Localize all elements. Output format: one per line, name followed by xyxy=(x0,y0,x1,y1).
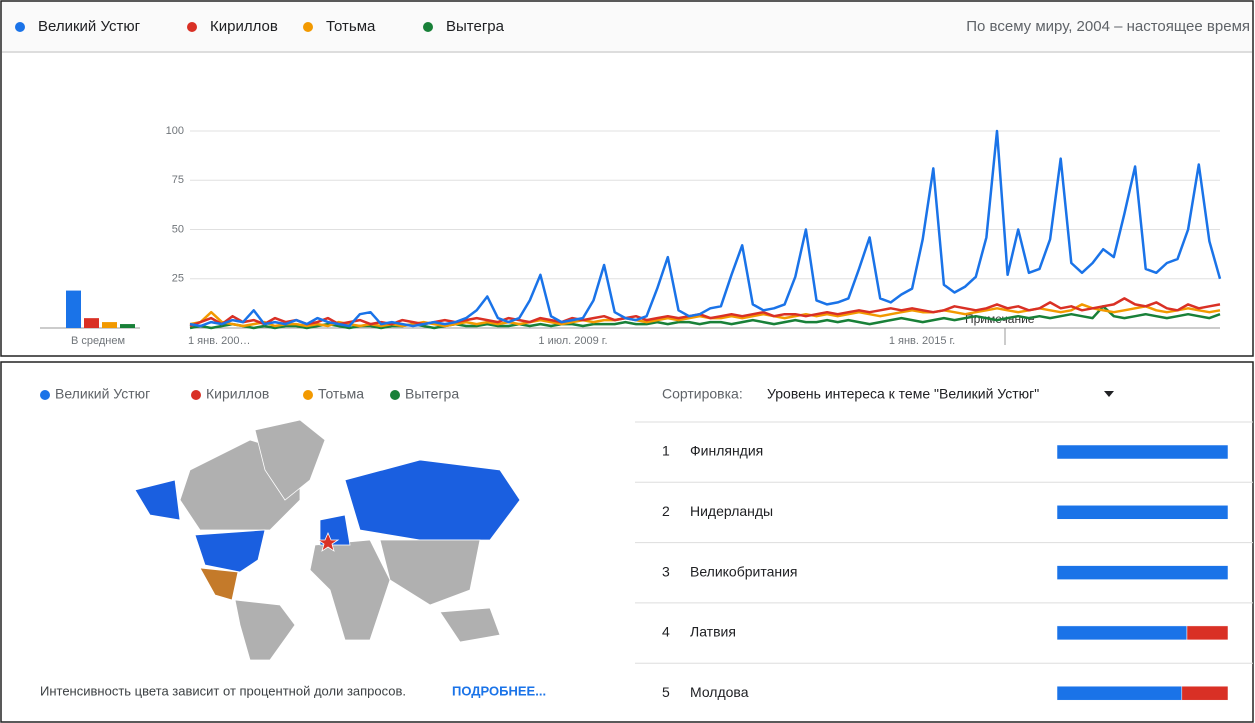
legend-label: Великий Устюг xyxy=(38,18,141,35)
share-bar xyxy=(1056,625,1188,641)
country[interactable]: Молдова xyxy=(690,684,749,700)
legend-label: Тотьма xyxy=(318,386,364,402)
x-tick-label: 1 янв. 200… xyxy=(188,335,251,347)
share-bar xyxy=(1181,685,1229,701)
map-africa xyxy=(309,539,391,641)
average-bar xyxy=(102,322,117,328)
map-alaska xyxy=(134,479,181,521)
rank: 3 xyxy=(662,563,670,579)
average-bar xyxy=(120,324,135,328)
average-bar xyxy=(84,318,99,328)
rank: 2 xyxy=(662,503,670,519)
bottom-panel xyxy=(0,361,1254,723)
map-note: Интенсивность цвета зависит от процентно… xyxy=(40,683,406,698)
map-france xyxy=(316,531,340,552)
y-tick-label: 25 xyxy=(172,273,184,285)
y-tick-label: 75 xyxy=(172,174,184,186)
legend-label: Кириллов xyxy=(206,386,269,402)
legend-dot xyxy=(15,22,25,32)
average-label: В среднем xyxy=(71,335,125,347)
map-russia xyxy=(344,459,521,541)
share-bar xyxy=(1056,505,1229,520)
rank: 5 xyxy=(662,684,670,700)
map-south-america xyxy=(234,599,296,661)
share-bar xyxy=(1186,625,1229,641)
world-map xyxy=(134,419,521,661)
legend-label: Кириллов xyxy=(210,18,278,35)
series-line xyxy=(189,129,1222,328)
y-tick-label: 100 xyxy=(166,125,184,137)
legend-dot xyxy=(40,390,50,400)
share-bar xyxy=(1056,444,1229,460)
country[interactable]: Нидерланды xyxy=(690,503,773,519)
header-bar xyxy=(2,2,1252,52)
legend-label: Вытегра xyxy=(405,386,459,402)
series-line xyxy=(189,297,1221,328)
legend-dot xyxy=(303,22,313,32)
legend-label: Тотьма xyxy=(326,18,376,35)
country[interactable]: Великобритания xyxy=(690,563,798,579)
rank: 4 xyxy=(662,624,670,640)
legend-dot xyxy=(423,22,433,32)
map-mexico xyxy=(199,567,239,601)
map-greenland xyxy=(254,419,326,501)
map-asia xyxy=(379,539,481,606)
legend-dot xyxy=(187,22,197,32)
sort-value[interactable]: Уровень интереса к теме "Великий Устюг" xyxy=(767,386,1039,402)
map-usa xyxy=(194,529,266,573)
average-bar xyxy=(66,290,81,328)
sort-arrow[interactable] xyxy=(1104,391,1114,397)
top-panel xyxy=(0,0,1254,357)
legend-label: Вытегра xyxy=(446,18,505,35)
map-australia xyxy=(439,607,501,643)
map-link[interactable]: ПОДРОБНЕЕ... xyxy=(452,683,546,698)
region[interactable]: По всему миру, 2004 – настоящее время xyxy=(966,18,1250,35)
country[interactable]: Латвия xyxy=(690,624,736,640)
legend-dot xyxy=(390,390,400,400)
legend-label: Великий Устюг xyxy=(55,386,150,402)
share-bar xyxy=(1056,685,1183,701)
x-tick-label: 1 июл. 2009 г. xyxy=(538,335,607,347)
legend-dot xyxy=(191,390,201,400)
share-bar xyxy=(1056,565,1229,580)
sort-label: Сортировка: xyxy=(662,386,743,402)
x-tick-label: 1 янв. 2015 г. xyxy=(889,335,955,347)
y-tick-label: 50 xyxy=(172,223,184,235)
country[interactable]: Финляндия xyxy=(690,443,763,459)
legend-dot xyxy=(303,390,313,400)
rank: 1 xyxy=(662,443,670,459)
